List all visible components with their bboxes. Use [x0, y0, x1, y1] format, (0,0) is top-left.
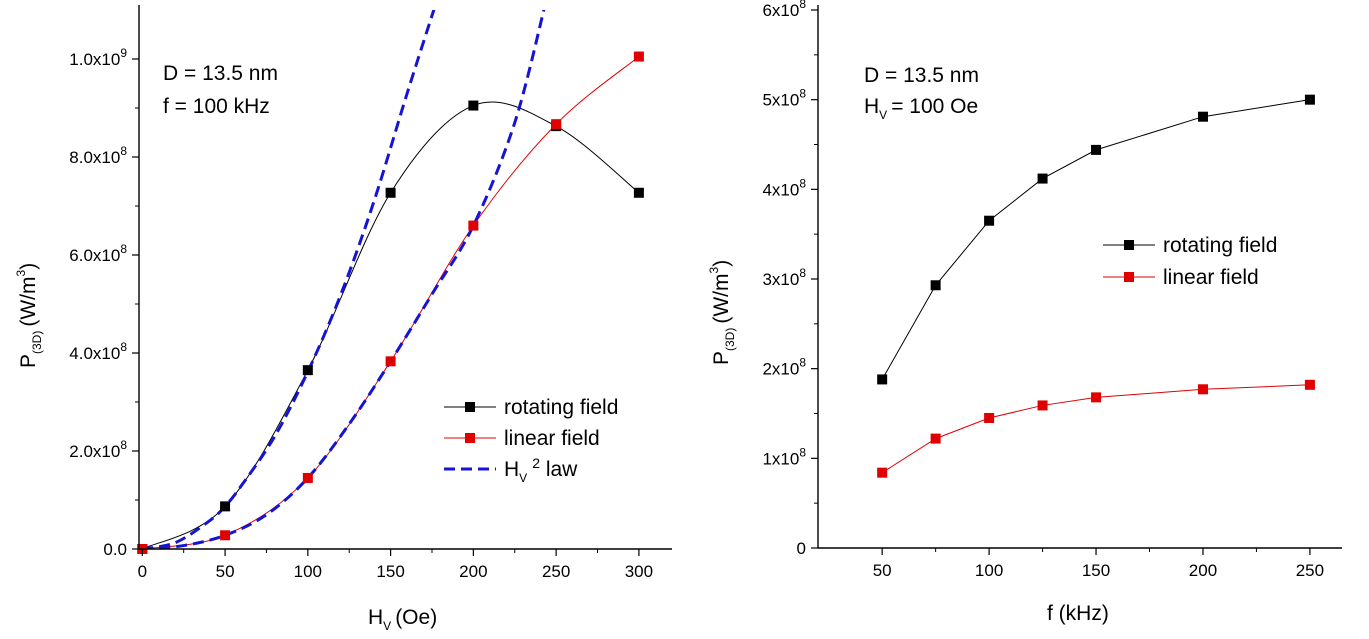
annotation-frequency: f = 100 kHz [163, 95, 270, 118]
y-tick-label: 2.0x108 [69, 438, 127, 461]
law-curve-1 [142, 10, 546, 549]
x-tick-label: 200 [459, 562, 487, 581]
data-point [877, 374, 888, 385]
y-tick-label: 6.0x108 [69, 242, 127, 265]
legend-swatch-marker [1124, 272, 1134, 282]
chart-hv-dependence: 0 50 100 150 200 250 300 0.0 2.0x108 4.0x108 6.0x1… [14, 5, 672, 633]
data-point [633, 51, 644, 62]
y-tick-label: 6x108 [762, 0, 806, 20]
legend-label: rotating field [1163, 234, 1277, 257]
data-point [302, 472, 313, 483]
axes: 50 100 150 200 250 0 1x108 2x108 3x108 4x108 5x108… [762, 0, 1342, 580]
x-tick-label: 150 [1082, 561, 1110, 580]
y-tick-label: 8.0x108 [69, 144, 127, 167]
x-tick-label: 100 [975, 561, 1003, 580]
legend: rotating field linear field [1103, 234, 1277, 289]
y-tick-label: 2x108 [762, 356, 806, 379]
axes: 0 50 100 150 200 250 300 0.0 2.0x108 4.0x108 6.0x1… [69, 5, 672, 581]
data-point [1304, 379, 1315, 390]
series-line-0 [142, 101, 640, 549]
x-tick-label: 100 [294, 562, 322, 581]
legend: rotating field linear field HV2 law [444, 396, 618, 485]
data-point [1091, 144, 1102, 155]
plot-area [877, 94, 1315, 478]
y-tick-label: 4.0x108 [69, 340, 127, 363]
legend-swatch-marker [465, 433, 475, 443]
data-point [1037, 173, 1048, 184]
x-tick-label: 250 [542, 562, 570, 581]
annotation-diameter: D = 13.5 nm [163, 62, 278, 85]
law-curve-0 [142, 10, 436, 549]
y-tick-label: 1.0x109 [69, 46, 127, 69]
x-tick-label: 200 [1189, 561, 1217, 580]
data-point [551, 119, 562, 130]
data-point [1091, 392, 1102, 403]
y-axis-title: P(3D)(W/m3) [707, 260, 737, 365]
y-tick-label: 5x108 [762, 87, 806, 110]
x-tick-label: 250 [1296, 561, 1324, 580]
data-point [385, 187, 396, 198]
data-point [1197, 384, 1208, 395]
data-point [633, 187, 644, 198]
x-tick-label: 50 [216, 562, 235, 581]
x-axis-title: f (kHz) [1047, 602, 1109, 625]
annotation-diameter: D = 13.5 nm [864, 64, 979, 87]
legend-label: linear field [1163, 266, 1259, 289]
data-point [220, 501, 231, 512]
x-axis-title: HV (Oe) [368, 606, 437, 633]
data-point [468, 220, 479, 231]
data-point [385, 356, 396, 367]
legend-swatch-marker [465, 402, 475, 412]
legend-label: linear field [504, 427, 600, 450]
y-tick-label: 3x108 [762, 266, 806, 289]
data-point [1197, 111, 1208, 122]
data-point [930, 433, 941, 444]
y-tick-label: 0.0 [103, 540, 127, 559]
legend-label: rotating field [504, 396, 618, 419]
data-point [468, 100, 479, 111]
data-point [302, 365, 313, 376]
x-tick-label: 150 [376, 562, 404, 581]
data-point [877, 467, 888, 478]
data-point [220, 530, 231, 541]
x-tick-label: 50 [873, 561, 892, 580]
plot-area [137, 10, 644, 554]
y-tick-label: 4x108 [762, 176, 806, 199]
y-axis-title: P(3D)(W/m3) [14, 263, 44, 368]
data-point [1037, 400, 1048, 411]
legend-swatch-marker [1124, 240, 1134, 250]
y-tick-label: 1x108 [762, 445, 806, 468]
data-point [984, 412, 995, 423]
chart-frequency-dependence: 50 100 150 200 250 0 1x108 2x108 3x108 4x108 5x108… [707, 0, 1342, 625]
data-point [984, 215, 995, 226]
x-tick-label: 0 [138, 562, 147, 581]
x-tick-label: 300 [625, 562, 653, 581]
y-tick-label: 0 [797, 539, 806, 558]
data-point [930, 280, 941, 291]
data-point [1304, 94, 1315, 105]
annotation-field: HV = 100 Oe [864, 95, 978, 122]
legend-label: HV2 law [504, 455, 578, 485]
